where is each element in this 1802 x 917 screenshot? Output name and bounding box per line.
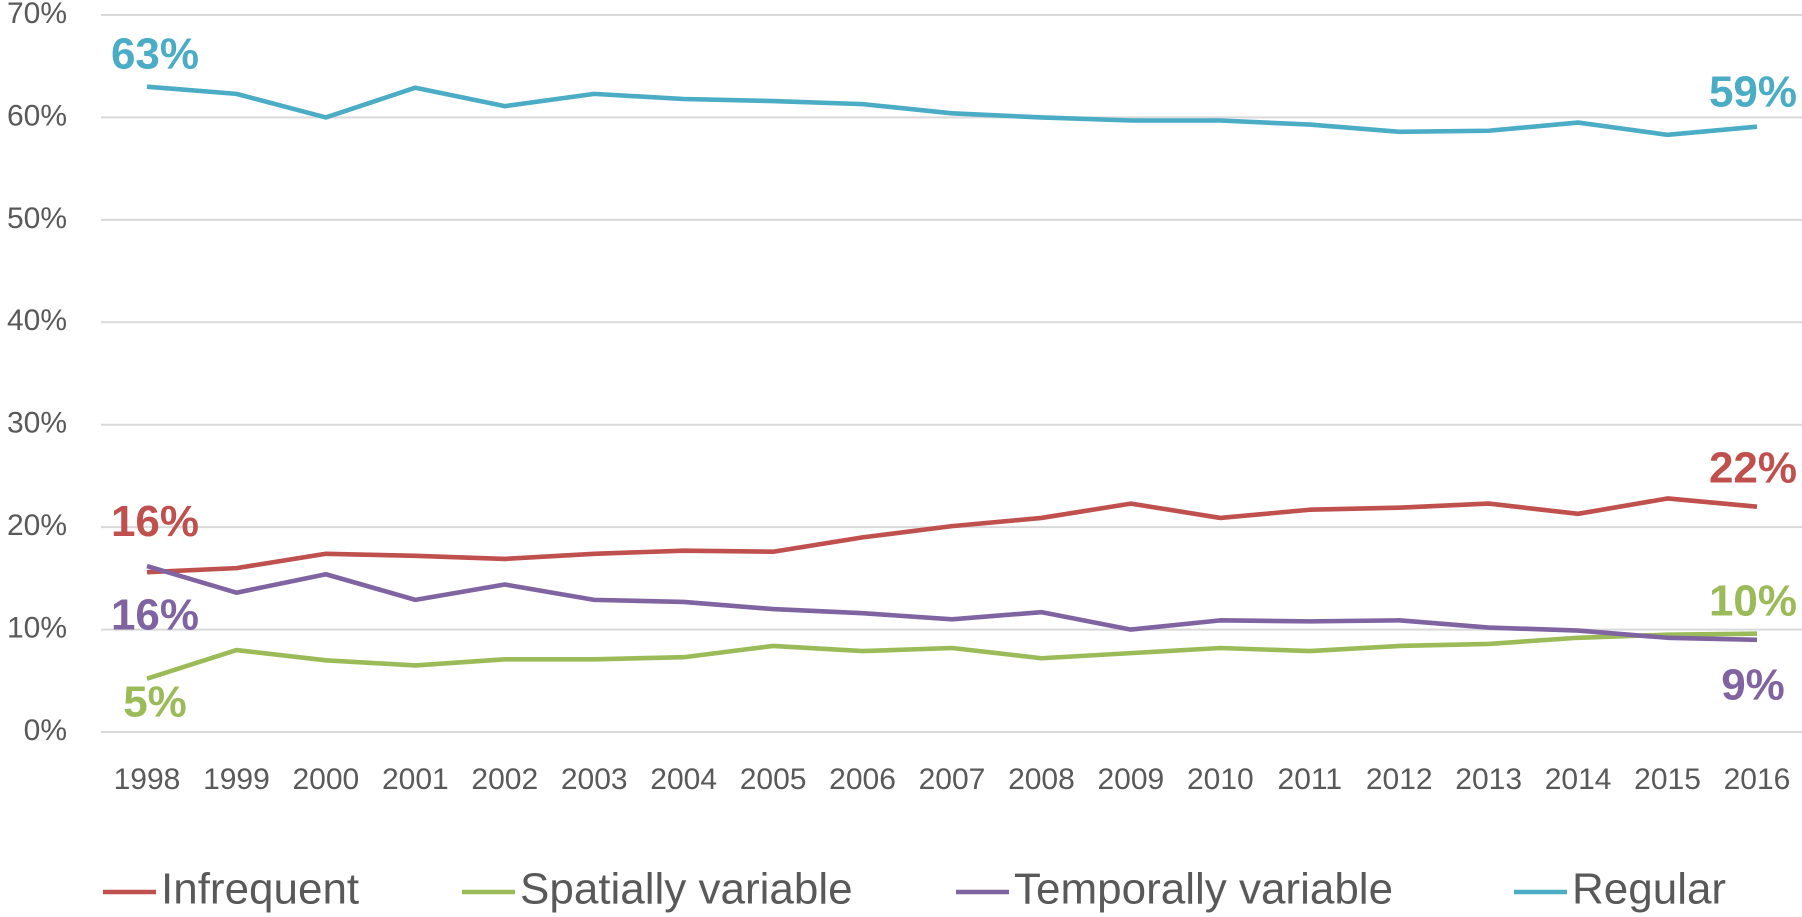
data-label: 22% [1709,443,1797,492]
data-label: 16% [111,591,199,640]
data-label: 5% [123,677,187,726]
data-label: 63% [111,29,199,78]
legend-label: Spatially variable [520,865,853,914]
x-tick-label: 2011 [1278,763,1343,796]
x-tick-label: 2008 [1008,763,1075,796]
x-tick-label: 2004 [650,763,717,796]
legend-label: Infrequent [161,865,359,914]
x-tick-label: 2003 [561,763,628,796]
x-tick-label: 2016 [1724,763,1791,796]
y-tick-label: 50% [7,202,67,235]
data-label: 10% [1709,576,1797,625]
x-tick-label: 2013 [1455,763,1522,796]
x-tick-label: 2000 [293,763,360,796]
y-tick-label: 10% [7,611,67,644]
x-tick-label: 1998 [114,763,181,796]
x-tick-label: 2007 [919,763,986,796]
series-line [146,496,1758,575]
x-tick-label: 1999 [203,763,270,796]
x-tick-label: 2009 [1098,763,1165,796]
data-label: 16% [111,497,199,546]
x-tick-label: 2002 [471,763,538,796]
x-tick-label: 2014 [1545,763,1612,796]
y-tick-label: 20% [7,509,67,542]
x-tick-label: 2010 [1187,763,1254,796]
legend-label: Regular [1572,865,1726,914]
data-label: 59% [1709,67,1797,116]
y-tick-label: 30% [7,407,67,440]
y-tick-label: 40% [7,304,67,337]
x-tick-label: 2012 [1366,763,1433,796]
series-line [146,84,1758,138]
series-line [146,631,1758,681]
y-tick-label: 0% [24,714,67,747]
y-tick-label: 70% [7,0,67,30]
series-line [146,563,1758,643]
legend-label: Temporally variable [1014,865,1393,914]
x-tick-label: 2015 [1634,763,1701,796]
y-tick-label: 60% [7,99,67,132]
data-label: 9% [1721,660,1785,709]
x-tick-label: 2005 [740,763,807,796]
x-tick-label: 2001 [382,763,449,796]
x-tick-label: 2006 [829,763,896,796]
